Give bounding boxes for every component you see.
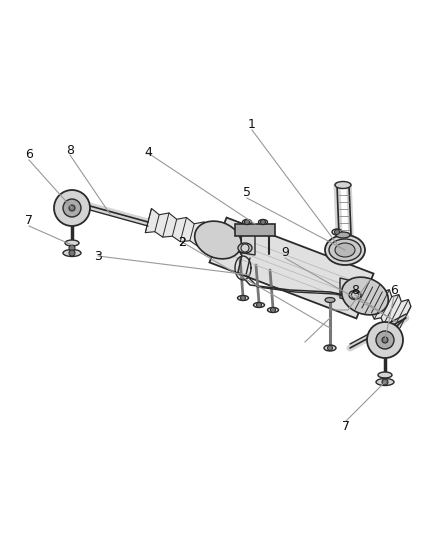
Ellipse shape xyxy=(268,308,279,312)
Circle shape xyxy=(261,220,265,224)
Circle shape xyxy=(328,345,332,351)
Text: 7: 7 xyxy=(25,214,33,228)
Polygon shape xyxy=(209,217,374,318)
Circle shape xyxy=(335,230,339,235)
Circle shape xyxy=(69,245,75,251)
Circle shape xyxy=(241,244,249,252)
Text: 3: 3 xyxy=(94,249,102,262)
Text: 6: 6 xyxy=(390,285,398,297)
Text: 1: 1 xyxy=(248,118,256,132)
Polygon shape xyxy=(225,230,255,255)
Circle shape xyxy=(244,220,250,224)
Circle shape xyxy=(257,303,261,308)
Circle shape xyxy=(69,205,75,211)
Text: 2: 2 xyxy=(178,236,186,248)
Text: 2: 2 xyxy=(178,236,186,248)
Text: 5: 5 xyxy=(243,187,251,199)
Circle shape xyxy=(69,250,75,256)
Circle shape xyxy=(382,379,388,385)
Ellipse shape xyxy=(254,303,265,308)
Ellipse shape xyxy=(324,345,336,351)
Text: 9: 9 xyxy=(281,246,289,260)
Ellipse shape xyxy=(65,240,79,246)
Ellipse shape xyxy=(335,182,351,189)
Ellipse shape xyxy=(194,221,241,259)
Ellipse shape xyxy=(325,235,365,265)
Polygon shape xyxy=(235,224,275,236)
Circle shape xyxy=(352,292,358,298)
Ellipse shape xyxy=(336,232,350,238)
Ellipse shape xyxy=(238,243,252,253)
Ellipse shape xyxy=(378,372,392,378)
Ellipse shape xyxy=(376,378,394,385)
Circle shape xyxy=(240,295,246,301)
Polygon shape xyxy=(145,208,222,251)
Text: 8: 8 xyxy=(351,284,359,296)
Text: 6: 6 xyxy=(25,149,33,161)
Ellipse shape xyxy=(325,297,335,303)
Circle shape xyxy=(54,190,90,226)
Ellipse shape xyxy=(332,229,342,235)
Text: 7: 7 xyxy=(342,419,350,432)
Circle shape xyxy=(376,331,394,349)
Circle shape xyxy=(271,308,276,312)
Ellipse shape xyxy=(329,239,361,261)
Text: 2: 2 xyxy=(178,236,186,248)
Ellipse shape xyxy=(243,220,251,224)
Ellipse shape xyxy=(258,220,268,224)
Ellipse shape xyxy=(342,277,389,315)
Ellipse shape xyxy=(63,249,81,256)
Polygon shape xyxy=(355,280,411,329)
Ellipse shape xyxy=(349,290,361,300)
Ellipse shape xyxy=(335,243,355,257)
Text: 4: 4 xyxy=(144,147,152,159)
Circle shape xyxy=(367,322,403,358)
Circle shape xyxy=(382,337,388,343)
Circle shape xyxy=(63,199,81,217)
Polygon shape xyxy=(340,278,368,305)
Text: 8: 8 xyxy=(66,143,74,157)
Ellipse shape xyxy=(237,295,248,301)
